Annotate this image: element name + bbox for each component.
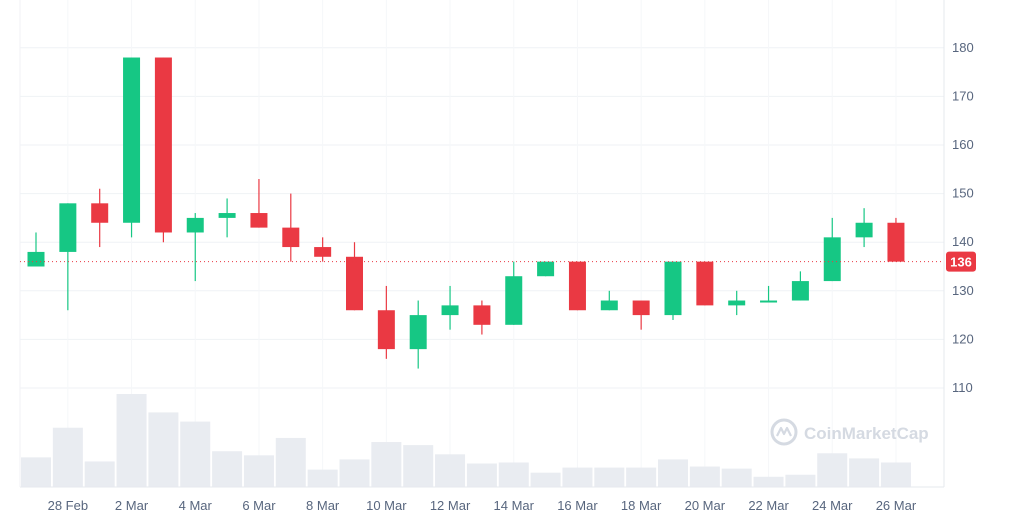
- volume-bar: [403, 445, 434, 487]
- y-tick-label: 120: [952, 331, 974, 346]
- volume-bars: [21, 394, 911, 487]
- current-price-label: 136: [950, 255, 972, 270]
- x-tick-label: 28 Feb: [48, 498, 88, 513]
- watermark: CoinMarketCap: [770, 418, 929, 446]
- candle-body: [855, 222, 873, 238]
- candle-body: [887, 222, 905, 262]
- volume-bar: [148, 412, 179, 487]
- x-tick-label: 22 Mar: [748, 498, 789, 513]
- volume-bar: [689, 466, 720, 487]
- volume-bar: [817, 453, 848, 487]
- volume-bar: [307, 469, 338, 487]
- x-tick-label: 6 Mar: [242, 498, 276, 513]
- volume-bar: [466, 463, 497, 487]
- candle-body: [250, 213, 268, 228]
- candle-body: [537, 261, 555, 277]
- volume-bar: [594, 467, 625, 487]
- candle-body: [791, 281, 809, 301]
- y-tick-label: 130: [952, 283, 974, 298]
- current-price-marker: 136: [20, 251, 976, 272]
- x-tick-label: 24 Mar: [812, 498, 853, 513]
- coinmarketcap-logo-icon: [770, 418, 798, 446]
- x-tick-label: 16 Mar: [557, 498, 598, 513]
- volume-bar: [212, 451, 243, 487]
- candle-body: [568, 261, 586, 311]
- x-tick-label: 10 Mar: [366, 498, 407, 513]
- volume-bar: [371, 442, 402, 487]
- volume-bar: [275, 437, 306, 487]
- x-tick-label: 14 Mar: [494, 498, 535, 513]
- volume-bar: [785, 474, 816, 487]
- x-tick-label: 18 Mar: [621, 498, 662, 513]
- coinmarketcap-logo-wave: [776, 426, 792, 437]
- candle-body: [473, 305, 491, 325]
- current-price-badge: [946, 251, 976, 272]
- x-tick-label: 12 Mar: [430, 498, 471, 513]
- volume-bar: [849, 458, 880, 487]
- candle-body: [218, 213, 236, 218]
- candle-body: [186, 217, 204, 233]
- volume-bar: [52, 427, 83, 487]
- volume-bar: [243, 455, 274, 487]
- candle-body: [346, 256, 363, 311]
- volume-bar: [721, 468, 752, 487]
- candle-body: [600, 300, 618, 311]
- candle-body: [59, 203, 77, 252]
- x-tick-label: 4 Mar: [179, 498, 213, 513]
- candle-body: [91, 203, 109, 223]
- volume-bar: [880, 462, 911, 487]
- candle-body: [377, 310, 395, 350]
- volume-bar: [658, 459, 688, 487]
- candle-body: [664, 261, 682, 316]
- candle-body: [123, 57, 141, 223]
- y-tick-label: 110: [952, 380, 973, 395]
- x-tick-label: 20 Mar: [685, 498, 726, 513]
- volume-bar: [530, 472, 561, 487]
- candle-body: [409, 315, 427, 350]
- volume-bar: [435, 454, 466, 487]
- volume-bar: [180, 421, 211, 487]
- candle-body: [314, 247, 332, 257]
- x-tick-label: 8 Mar: [306, 498, 340, 513]
- x-tick-label: 26 Mar: [876, 498, 917, 513]
- candle-body: [728, 300, 746, 306]
- y-tick-label: 140: [952, 234, 974, 249]
- volume-bar: [562, 467, 593, 487]
- candle-body: [823, 237, 841, 282]
- volume-bar: [753, 476, 784, 487]
- volume-bar: [116, 394, 147, 487]
- watermark-text: CoinMarketCap: [804, 424, 929, 443]
- y-tick-label: 170: [952, 88, 974, 103]
- volume-bar: [84, 461, 115, 487]
- volume-bar: [21, 457, 51, 487]
- y-tick-label: 180: [952, 40, 974, 55]
- axes: 110 120 130 140 150 160 170 180 28 Feb 2 Mar 4 Mar…: [19, 0, 974, 513]
- candles: [27, 57, 905, 369]
- candle-body: [505, 276, 523, 325]
- candle-body: [441, 305, 459, 316]
- candle-body: [154, 57, 172, 233]
- candle-body: [632, 300, 650, 316]
- candle-body: [27, 251, 45, 267]
- candle-body: [282, 227, 300, 248]
- candle-body: [696, 261, 714, 306]
- y-tick-label: 160: [952, 137, 974, 152]
- volume-bar: [498, 462, 529, 487]
- volume-bar: [626, 467, 657, 487]
- candle-body: [760, 300, 778, 303]
- volume-bar: [339, 459, 370, 487]
- x-tick-label: 2 Mar: [115, 498, 149, 513]
- y-tick-label: 150: [952, 186, 974, 201]
